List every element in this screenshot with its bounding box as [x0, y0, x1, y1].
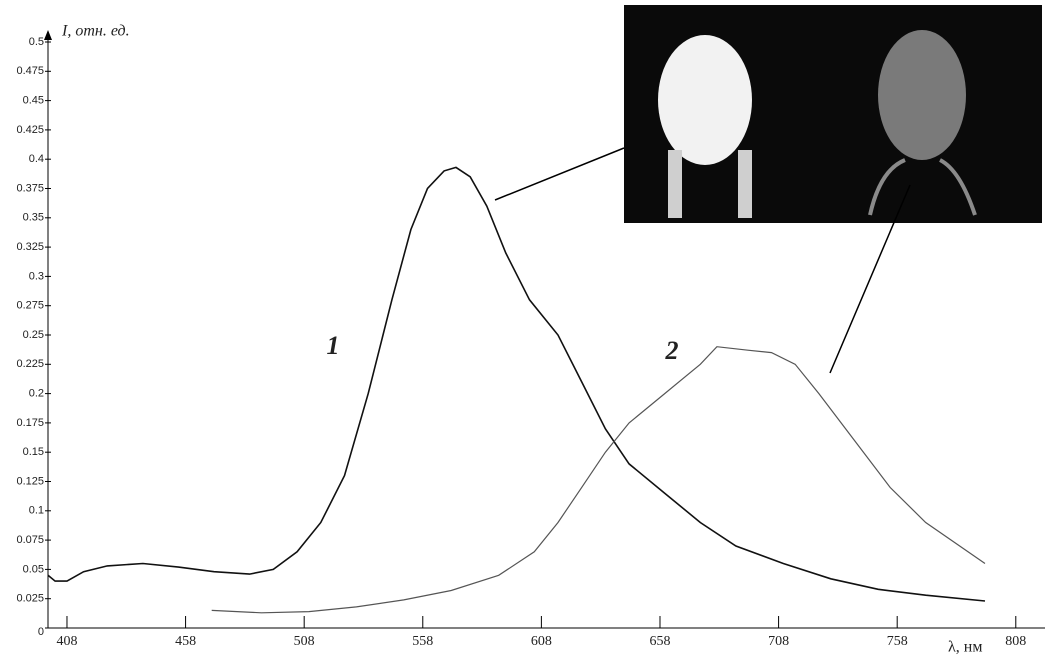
y-axis-title: I, отн. ед.	[61, 23, 130, 40]
y-tick-label: 0.075	[16, 534, 44, 546]
y-tick-label: 0.05	[23, 563, 44, 575]
y-tick-label: 0.25	[23, 329, 44, 341]
curve-label: 2	[665, 336, 679, 365]
sample-bright-leg	[738, 150, 752, 218]
y-tick-label: 0.425	[16, 124, 44, 136]
sample-dim-legs	[868, 158, 977, 216]
y-tick-label: 0.15	[23, 446, 44, 458]
inset-photo	[624, 5, 1042, 223]
leader-line	[494, 147, 625, 201]
spectrum-line	[47, 166, 986, 602]
y-tick-label: 0.2	[29, 388, 44, 400]
curve-label: 1	[327, 331, 340, 360]
x-tick-label: 658	[649, 634, 670, 649]
x-tick-label: 758	[887, 634, 908, 649]
y-tick-label: 0.325	[16, 241, 44, 253]
x-tick-label: 408	[56, 634, 77, 649]
y-tick-label: 0.1	[29, 505, 44, 517]
x-tick-label: 808	[1005, 634, 1026, 649]
x-tick-label: 608	[531, 634, 552, 649]
y-tick-label: 0.475	[16, 65, 44, 77]
y-tick-label: 0.5	[29, 36, 44, 48]
sample-bright	[658, 35, 752, 165]
x-axis-title: λ, нм	[948, 639, 982, 656]
x-tick-label: 458	[175, 634, 196, 649]
y-tick-label: 0.4	[29, 153, 44, 165]
y-tick-label: 0.225	[16, 358, 44, 370]
sample-dim	[878, 30, 966, 160]
y-tick-label: 0.3	[29, 270, 44, 282]
x-tick-label: 508	[294, 634, 315, 649]
leader-line	[829, 184, 911, 374]
x-tick-label: 558	[412, 634, 433, 649]
y-tick-label: 0.45	[23, 95, 44, 107]
y-tick-label: 0.175	[16, 417, 44, 429]
y-tick-label: 0.275	[16, 300, 44, 312]
y-tick-label: 0.375	[16, 182, 44, 194]
spectrum-line	[211, 346, 986, 614]
y-tick-label: 0.025	[16, 593, 44, 605]
y-axis-arrow	[44, 30, 52, 40]
x-tick-label: 708	[768, 634, 789, 649]
y-tick-label: 0	[38, 626, 44, 638]
y-tick-label: 0.35	[23, 212, 44, 224]
sample-bright-leg	[668, 150, 682, 218]
y-tick-label: 0.125	[16, 475, 44, 487]
